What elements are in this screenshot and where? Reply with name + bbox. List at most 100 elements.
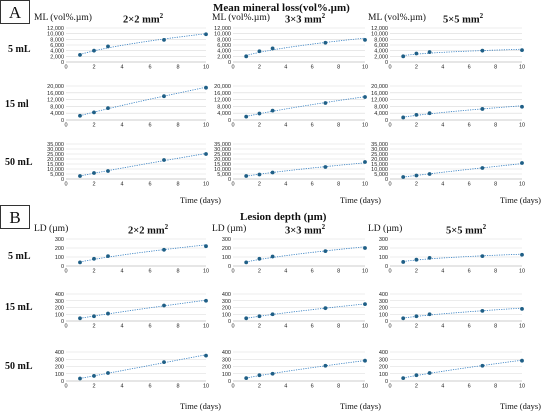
data-point <box>323 165 328 169</box>
x-tick-label: 0 <box>388 324 391 330</box>
y-tick-label: 0 <box>61 118 64 124</box>
trend-line <box>403 48 523 57</box>
x-tick-label: 10 <box>203 65 209 71</box>
y-tick-label: 12,000 <box>371 26 388 32</box>
chart-b-5ml-2x2: 0 100 200 300 0 2 4 6 8 10 <box>55 237 209 275</box>
x-tick-label: 2 <box>92 65 95 71</box>
x-tick-label: 0 <box>231 269 234 275</box>
panel-b-col-head-1: 2×2 mm2 <box>128 223 169 237</box>
data-point <box>480 166 485 170</box>
data-point <box>257 373 262 378</box>
y-tick-label: 20,000 <box>47 157 64 163</box>
x-tick-label: 2 <box>92 123 95 129</box>
panel-a-row-label-1: 5 mL <box>8 44 31 55</box>
y-tick-label: 200 <box>55 365 64 371</box>
x-tick-label: 6 <box>148 269 151 275</box>
y-tick-label: 100 <box>55 372 64 378</box>
panel-b-row-label-2: 15 mL <box>5 302 33 313</box>
y-tick-label: 20,000 <box>371 84 388 90</box>
y-tick-label: 0 <box>61 379 64 385</box>
x-tick-label: 6 <box>148 123 151 129</box>
data-point <box>363 358 367 363</box>
data-point <box>106 44 110 49</box>
y-tick-label: 20,000 <box>371 157 388 163</box>
x-tick-label: 8 <box>337 123 340 129</box>
y-tick-label: 200 <box>379 306 388 312</box>
y-tick-label: 4,000 <box>217 111 231 117</box>
x-tick-label: 8 <box>337 182 340 188</box>
trend-line <box>246 162 366 177</box>
y-tick-label: 100 <box>379 312 388 318</box>
y-tick-label: 200 <box>222 246 231 252</box>
x-tick-label: 0 <box>231 182 234 188</box>
y-tick-label: 100 <box>55 255 64 261</box>
data-point <box>480 363 485 368</box>
data-point <box>427 50 432 54</box>
y-tick-label: 25,000 <box>47 152 64 158</box>
y-tick-label: 300 <box>55 299 64 305</box>
y-tick-label: 0 <box>228 319 231 325</box>
y-tick-label: 200 <box>379 246 388 252</box>
x-tick-label: 2 <box>258 65 261 71</box>
data-point <box>78 174 82 178</box>
y-tick-label: 10,000 <box>214 167 231 173</box>
data-point <box>106 106 110 110</box>
x-tick-label: 4 <box>120 384 123 390</box>
data-point <box>480 48 485 53</box>
data-point <box>78 376 82 381</box>
x-tick-label: 4 <box>441 182 444 188</box>
data-point <box>363 38 367 42</box>
x-tick-label: 4 <box>441 65 444 71</box>
x-tick-label: 2 <box>92 269 95 275</box>
data-point <box>480 254 485 258</box>
x-tick-label: 8 <box>176 65 179 71</box>
x-tick-label: 8 <box>494 324 497 330</box>
x-tick-label: 2 <box>258 324 261 330</box>
x-tick-label: 0 <box>388 269 391 275</box>
data-point <box>363 160 367 164</box>
y-tick-label: 200 <box>55 306 64 312</box>
data-point <box>106 311 110 316</box>
trend-line <box>403 163 523 178</box>
data-point <box>162 303 166 308</box>
data-point <box>257 111 262 116</box>
panel-a-row-label-2: 15 ml <box>5 99 29 110</box>
data-point <box>427 111 432 116</box>
y-tick-label: 4,000 <box>374 49 388 55</box>
data-point <box>92 110 96 115</box>
panel-b-row-label-3: 50 mL <box>5 361 33 372</box>
data-point <box>92 314 96 319</box>
data-point <box>323 101 328 105</box>
data-point <box>270 46 275 51</box>
y-tick-label: 30,000 <box>47 147 64 153</box>
y-tick-label: 100 <box>222 312 231 318</box>
x-tick-label: 8 <box>176 269 179 275</box>
data-point <box>162 158 166 162</box>
y-tick-label: 2,000 <box>217 54 231 60</box>
y-tick-label: 10,000 <box>47 167 64 173</box>
x-tick-label: 4 <box>441 324 444 330</box>
data-point <box>414 51 419 56</box>
y-tick-label: 300 <box>222 237 231 243</box>
trend-line <box>403 307 523 319</box>
x-tick-label: 10 <box>362 182 368 188</box>
x-tick-label: 4 <box>284 324 287 330</box>
x-tick-label: 0 <box>388 123 391 129</box>
x-tick-label: 0 <box>64 324 67 330</box>
data-point <box>480 308 485 313</box>
y-tick-label: 300 <box>379 237 388 243</box>
y-tick-label: 10,000 <box>371 167 388 173</box>
x-tick-label: 10 <box>362 269 368 275</box>
data-point <box>401 115 406 120</box>
data-point <box>270 170 275 175</box>
y-tick-label: 100 <box>222 255 231 261</box>
y-tick-label: 2,000 <box>374 54 388 60</box>
data-point <box>244 316 249 321</box>
y-tick-label: 5,000 <box>217 172 231 178</box>
x-tick-label: 8 <box>494 182 497 188</box>
x-tick-label: 4 <box>120 65 123 71</box>
y-tick-label: 0 <box>228 177 231 183</box>
